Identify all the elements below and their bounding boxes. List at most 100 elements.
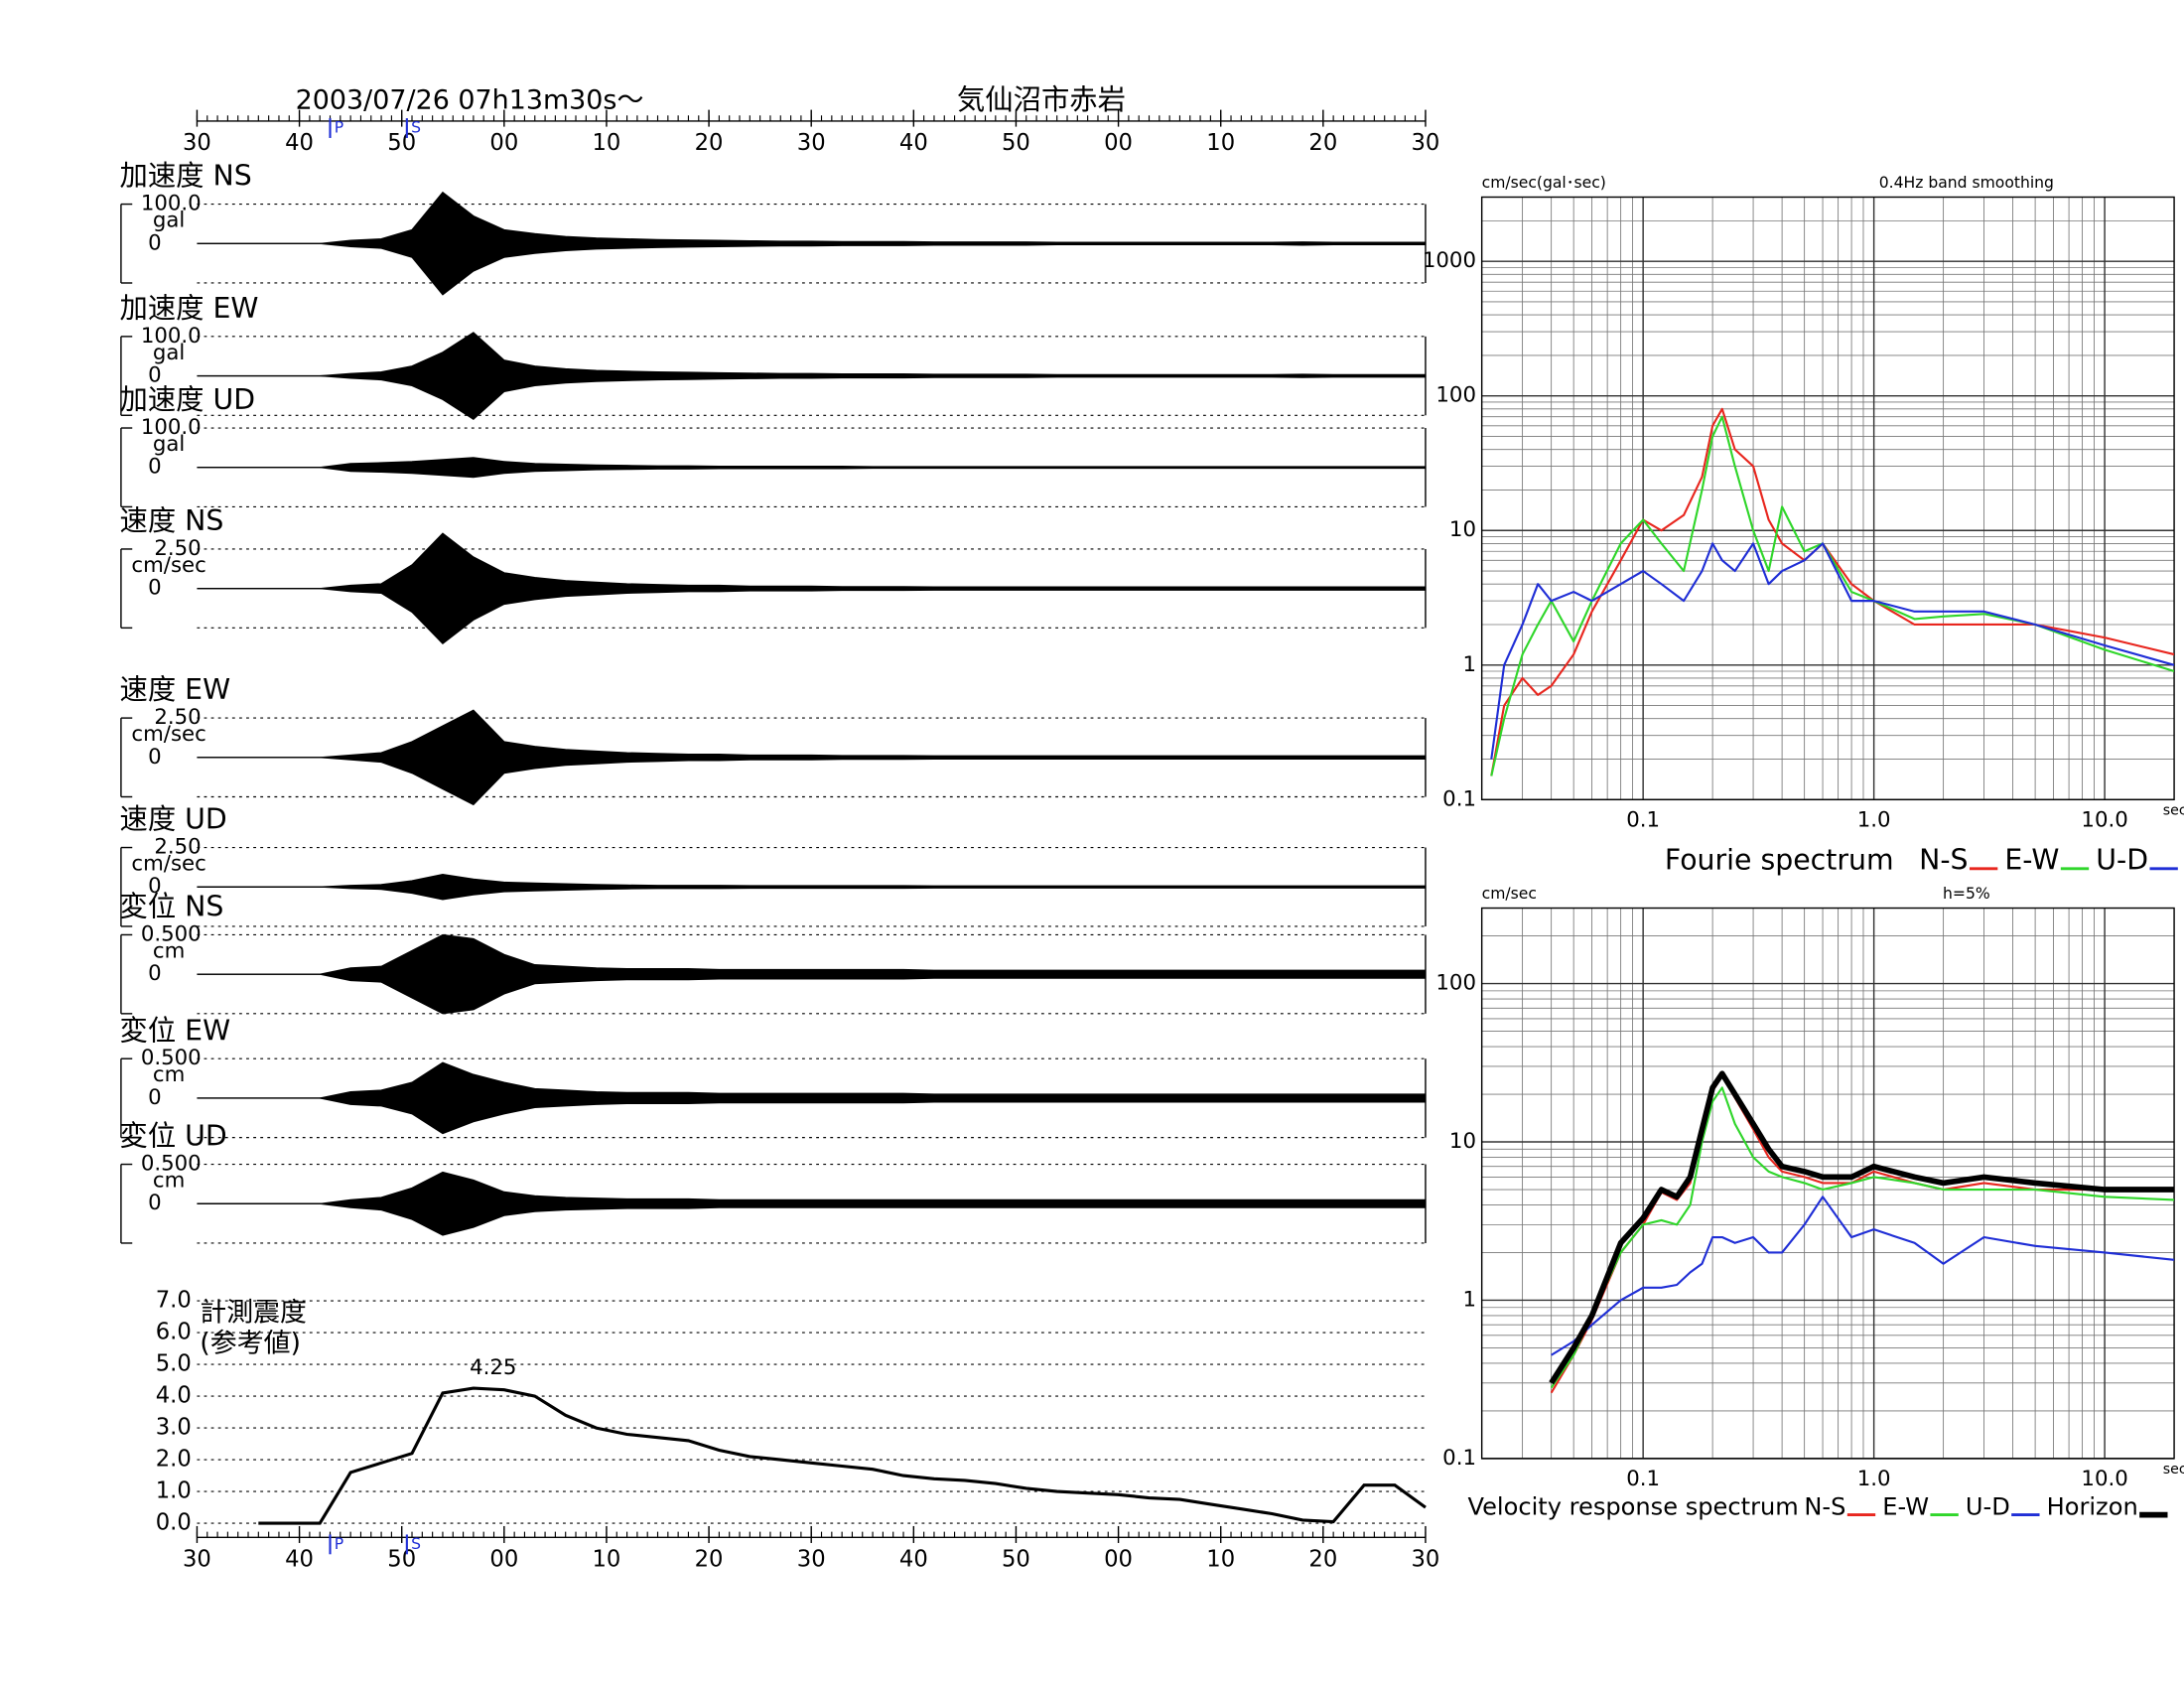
panel-title: 変位 NS (119, 891, 223, 923)
waveform-envelope (197, 873, 1427, 901)
x-tick-label: 00 (1104, 130, 1133, 156)
x-tick-label: 10 (593, 130, 621, 156)
x-tick-label: 1.0 (1857, 808, 1891, 833)
x-tick-label: 50 (1002, 1546, 1030, 1572)
spectrum-line (1550, 1086, 2175, 1389)
chart-subtitle: h=5% (1943, 885, 1990, 903)
x-tick-label: 10 (1206, 130, 1235, 156)
panel-title: 変位 UD (119, 1120, 226, 1153)
intensity-line (258, 1386, 1427, 1525)
panel-unit: cm/sec (131, 722, 205, 747)
spectrum-line (1550, 1074, 2175, 1394)
waveform-envelope (197, 332, 1427, 420)
x-tick-label: 40 (899, 1546, 928, 1572)
y-tick-label: 10 (1449, 1129, 1476, 1154)
legend-label: U-D (1966, 1493, 2010, 1521)
panel-unit: cm/sec (131, 852, 205, 877)
waveform-envelope (197, 191, 1427, 296)
y-tick-label: 100 (1435, 383, 1476, 408)
chart-subtitle: (参考値) (200, 1329, 301, 1359)
y-tick-label: 5.0 (156, 1351, 192, 1377)
y-tick-label: 2.50 (154, 835, 201, 860)
x-tick-label: 20 (695, 1546, 724, 1572)
x-tick-label: 20 (1308, 130, 1337, 156)
x-tick-label: 0.1 (1626, 808, 1660, 833)
y-tick-label: 1 (1462, 652, 1476, 677)
x-tick-label: 30 (183, 130, 211, 156)
y-tick-label: 0 (148, 874, 162, 899)
waveform-envelope (197, 1171, 1427, 1236)
y-tick-label: 0.1 (1442, 1446, 1476, 1471)
y-tick-label: 7.0 (156, 1288, 192, 1314)
panel-unit: gal (153, 209, 185, 233)
legend-label: U-D (2096, 844, 2148, 877)
y-tick-label: 6.0 (156, 1320, 192, 1345)
panel-title: 変位 EW (119, 1014, 230, 1047)
legend-title: Fourie spectrum (1665, 844, 1894, 877)
spectrum-line (1490, 415, 2175, 776)
y-tick-label: 0.500 (141, 1046, 202, 1070)
waveform-envelope (197, 457, 1427, 479)
waveform-envelope (197, 709, 1427, 806)
legend-label: E-W (1882, 1493, 1929, 1521)
y-tick-label: 0 (148, 961, 162, 986)
x-tick-label: 50 (387, 130, 416, 156)
legend-label: N-S (1919, 844, 1968, 877)
panel-title: 速度 UD (119, 803, 226, 836)
panel-title: 加速度 UD (119, 383, 255, 416)
phase-label: P (335, 1535, 343, 1553)
y-tick-label: 0 (148, 1191, 162, 1215)
chart-title: 計測震度 (200, 1297, 307, 1328)
plot-frame (1480, 907, 2175, 1460)
x-tick-label: 10.0 (2081, 808, 2127, 833)
x-tick-label: 10 (1206, 1546, 1235, 1572)
y-tick-label: 0.500 (141, 1152, 202, 1177)
y-tick-label: 100.0 (141, 415, 202, 440)
x-tick-label: 30 (797, 1546, 826, 1572)
x-tick-label: 40 (285, 1546, 314, 1572)
panel-title: 加速度 EW (119, 292, 258, 325)
x-tick-label: 30 (1412, 1546, 1440, 1572)
x-tick-label: 00 (1104, 1546, 1133, 1572)
y-tick-label: 1.0 (156, 1478, 192, 1504)
x-tick-label: 10.0 (2081, 1467, 2127, 1491)
legend-label: Horizon (2047, 1493, 2138, 1521)
x-tick-label: 50 (387, 1546, 416, 1572)
x-tick-label: 10 (593, 1546, 621, 1572)
y-tick-label: 2.50 (154, 536, 201, 561)
x-tick-label: 30 (1412, 130, 1440, 156)
panel-unit: cm (153, 938, 185, 963)
y-unit-label: cm/sec (1482, 885, 1537, 903)
y-tick-label: 100 (1435, 971, 1476, 996)
x-tick-label: 1.0 (1857, 1467, 1891, 1491)
spectrum-line (1551, 1196, 2175, 1356)
waveform-envelope (197, 1061, 1427, 1135)
phase-label: S (411, 119, 421, 137)
chart-subtitle: 0.4Hz band smoothing (1879, 174, 2054, 192)
spectrum-line (1490, 542, 2175, 760)
y-tick-label: 0.0 (156, 1510, 192, 1536)
legend-title: Velocity response spectrum (1467, 1493, 1798, 1521)
y-unit-label: cm/sec(gal･sec) (1482, 174, 1606, 192)
legend-label: E-W (2004, 844, 2059, 877)
spectrum-line (1549, 1070, 2175, 1385)
phase-label: P (335, 119, 343, 137)
panel-unit: gal (153, 341, 185, 365)
x-unit-label: sec (2163, 1462, 2184, 1477)
y-tick-label: 1 (1462, 1287, 1476, 1312)
x-tick-label: 0.1 (1626, 1467, 1660, 1491)
x-tick-label: 50 (1002, 130, 1030, 156)
panel-title: 速度 EW (119, 673, 230, 706)
y-tick-label: 4.0 (156, 1383, 192, 1409)
peak-label: 4.25 (470, 1355, 516, 1380)
panel-unit: cm (153, 1062, 185, 1087)
y-tick-label: 0 (148, 455, 162, 480)
x-tick-label: 30 (797, 130, 826, 156)
panel-unit: cm/sec (131, 553, 205, 578)
record-start-time: 2003/07/26 07h13m30s〜 (296, 85, 644, 116)
station-name: 気仙沼市赤岩 (957, 83, 1126, 116)
y-tick-label: 0 (148, 745, 162, 770)
panel-title: 速度 NS (119, 504, 223, 537)
